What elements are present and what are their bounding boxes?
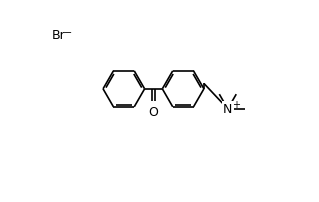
- Text: Br: Br: [52, 29, 66, 42]
- Text: −: −: [64, 28, 72, 38]
- Text: +: +: [233, 100, 241, 110]
- Text: N: N: [223, 103, 233, 116]
- Text: O: O: [149, 105, 159, 118]
